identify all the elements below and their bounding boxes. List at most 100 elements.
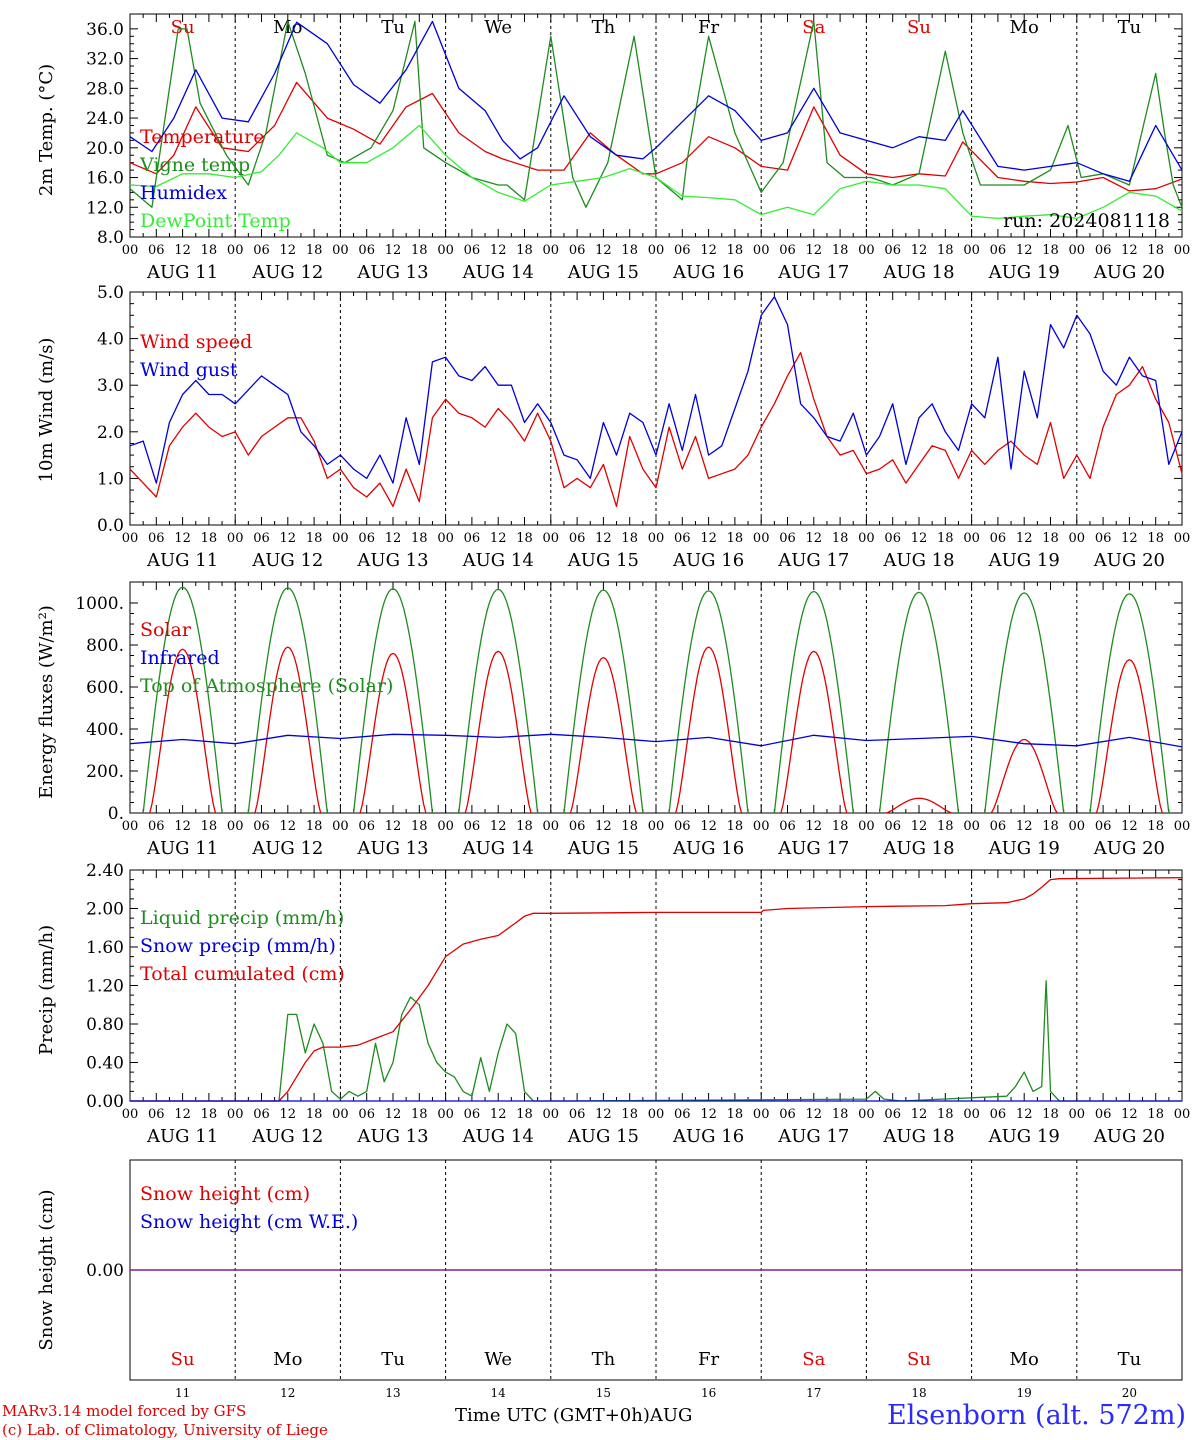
x-hour-label: 06 — [674, 243, 691, 258]
legend-entry: DewPoint Temp — [140, 210, 291, 232]
x-hour-label: 12 — [1121, 1107, 1138, 1122]
x-hour-label: 00 — [543, 531, 560, 546]
x-hour-label: 06 — [569, 1107, 586, 1122]
x-hour-label: 00 — [122, 243, 139, 258]
day-name-label: Tu — [1118, 1349, 1142, 1370]
x-date-label: AUG 17 — [777, 550, 849, 571]
x-hour-label: 18 — [832, 531, 849, 546]
x-date-label: AUG 14 — [462, 262, 534, 283]
x-hour-label: 12 — [490, 1107, 507, 1122]
x-hour-label: 12 — [280, 243, 297, 258]
x-date-label: AUG 18 — [882, 550, 954, 571]
x-date-label: AUG 14 — [462, 550, 534, 571]
solar-line — [780, 650, 848, 814]
x-hour-label: 12 — [595, 1107, 612, 1122]
x-date-label: AUG 14 — [462, 1126, 534, 1147]
x-date-label: AUG 18 — [882, 1126, 954, 1147]
x-hour-label: 18 — [201, 243, 218, 258]
x-hour-label: 12 — [911, 531, 928, 546]
x-hour-label: 06 — [253, 243, 270, 258]
x-hour-label: 06 — [358, 1107, 375, 1122]
x-hour-label: 06 — [464, 819, 481, 834]
run-annotation: run: 2024081118 — [1003, 210, 1170, 232]
x-date-label: AUG 12 — [251, 838, 323, 859]
x-hour-label: 06 — [884, 243, 901, 258]
solar-line — [464, 650, 532, 814]
day-name-label: Mo — [1010, 1349, 1039, 1370]
day-name-label: Mo — [273, 17, 302, 38]
toa-solar-line — [247, 587, 328, 814]
x-hour-label: 18 — [411, 531, 428, 546]
x-hour-label: 18 — [621, 531, 638, 546]
x-hour-label: 12 — [490, 531, 507, 546]
solar-line — [359, 652, 427, 814]
x-date-label: AUG 15 — [567, 838, 639, 859]
x-hour-label: 00 — [122, 531, 139, 546]
day-number-label: 11 — [175, 1386, 190, 1400]
y-tick-label: 16.0 — [86, 169, 124, 189]
x-hour-label: 06 — [148, 819, 165, 834]
x-hour-label: 00 — [227, 819, 244, 834]
x-hour-label: 06 — [1095, 1107, 1112, 1122]
x-hour-label: 18 — [621, 819, 638, 834]
y-tick-label: 0.80 — [86, 1015, 124, 1035]
x-hour-label: 00 — [648, 819, 665, 834]
x-hour-label: 18 — [727, 1107, 744, 1122]
toa-solar-line — [773, 590, 854, 814]
y-tick-label: 1.60 — [86, 938, 124, 958]
x-hour-label: 12 — [174, 531, 191, 546]
solar-line — [1095, 659, 1163, 814]
x-hour-label: 18 — [1147, 531, 1164, 546]
solar-line — [254, 646, 322, 814]
x-date-label: AUG 17 — [777, 1126, 849, 1147]
x-axis-label: Time UTC (GMT+0h) — [455, 1405, 650, 1426]
x-date-label: AUG 19 — [988, 262, 1060, 283]
x-hour-label: 06 — [569, 819, 586, 834]
x-hour-label: 00 — [1069, 531, 1086, 546]
y-tick-label: 32.0 — [86, 50, 124, 70]
x-hour-label: 18 — [1042, 243, 1059, 258]
y-tick-label: 600. — [86, 678, 124, 698]
y-tick-label: 400. — [86, 720, 124, 740]
x-hour-label: 06 — [990, 1107, 1007, 1122]
x-hour-label: 06 — [358, 819, 375, 834]
day-number-label: 17 — [806, 1386, 821, 1400]
series-line — [129, 124, 1183, 220]
day-number-label: 18 — [911, 1386, 926, 1400]
x-hour-label: 00 — [753, 531, 770, 546]
x-hour-label: 00 — [963, 243, 980, 258]
solar-line — [885, 797, 953, 814]
x-hour-label: 06 — [148, 531, 165, 546]
x-hour-label: 18 — [621, 1107, 638, 1122]
x-hour-label: 06 — [674, 819, 691, 834]
x-hour-label: 06 — [1095, 531, 1112, 546]
x-hour-label: 12 — [280, 1107, 297, 1122]
x-hour-label: 12 — [385, 1107, 402, 1122]
x-hour-label: 00 — [858, 1107, 875, 1122]
series-line — [129, 20, 1183, 208]
x-hour-label: 00 — [858, 819, 875, 834]
x-hour-label: 06 — [1095, 819, 1112, 834]
x-hour-label: 18 — [411, 1107, 428, 1122]
y-tick-label: 0.0 — [97, 516, 124, 536]
solar-line — [149, 648, 217, 814]
x-hour-label: 00 — [543, 819, 560, 834]
x-hour-label: 00 — [122, 1107, 139, 1122]
x-hour-label: 00 — [963, 1107, 980, 1122]
x-hour-label: 18 — [621, 243, 638, 258]
legend-entry: Snow height (cm) — [140, 1183, 310, 1205]
x-hour-label: 18 — [306, 819, 323, 834]
series-line — [129, 296, 1183, 484]
x-hour-label: 12 — [700, 819, 717, 834]
x-hour-label: 12 — [174, 819, 191, 834]
x-date-label: AUG 15 — [567, 550, 639, 571]
x-hour-label: 00 — [227, 243, 244, 258]
day-name-label: Fr — [698, 1349, 719, 1370]
day-name-label: Tu — [381, 1349, 405, 1370]
x-hour-label: 06 — [148, 243, 165, 258]
x-axis-month: AUG — [649, 1405, 693, 1426]
solar-line — [569, 656, 637, 814]
x-hour-label: 12 — [700, 243, 717, 258]
x-hour-label: 12 — [385, 819, 402, 834]
day-number-label: 14 — [491, 1386, 507, 1400]
